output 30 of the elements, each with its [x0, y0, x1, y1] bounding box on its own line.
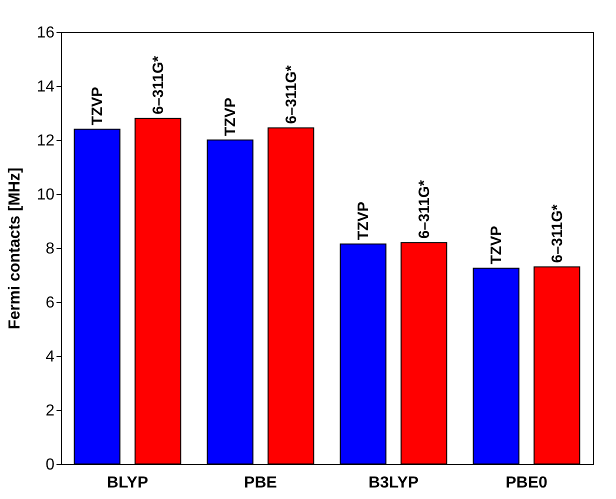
x-tick-label: B3LYP: [368, 474, 419, 492]
x-tick-label: PBE0: [506, 474, 548, 492]
y-axis-title: Fermi contacts [MHz]: [6, 168, 24, 330]
y-tick-label: 6: [46, 294, 55, 312]
y-tick-label: 12: [36, 132, 55, 150]
y-tick-label: 16: [36, 24, 55, 42]
y-tick-label: 10: [36, 186, 55, 204]
y-tick-label: 2: [46, 402, 55, 420]
text: 6–311G*: [548, 204, 566, 263]
bar: [534, 266, 580, 464]
text: TZVP: [222, 98, 240, 136]
text: TZVP: [488, 226, 506, 264]
text: 6–311G*: [416, 180, 433, 239]
bar: [472, 268, 520, 464]
x-tick-label: PBE: [244, 474, 278, 492]
text: 6–311G*: [282, 65, 300, 124]
bar: [268, 127, 314, 464]
text: TZVP: [89, 86, 106, 126]
y-tick-label: 0: [46, 456, 55, 474]
bar: [400, 242, 448, 464]
y-tick-label: 4: [46, 348, 55, 366]
bar: [340, 243, 386, 464]
y-tick-label: 8: [46, 240, 55, 258]
y-tick-label: 14: [36, 78, 55, 96]
text: 6–311G*: [150, 56, 167, 114]
bar: [74, 128, 120, 464]
bar: [206, 140, 254, 464]
text: TZVP: [355, 202, 372, 240]
bar: [134, 118, 182, 464]
x-tick-label: BLYP: [106, 474, 148, 492]
